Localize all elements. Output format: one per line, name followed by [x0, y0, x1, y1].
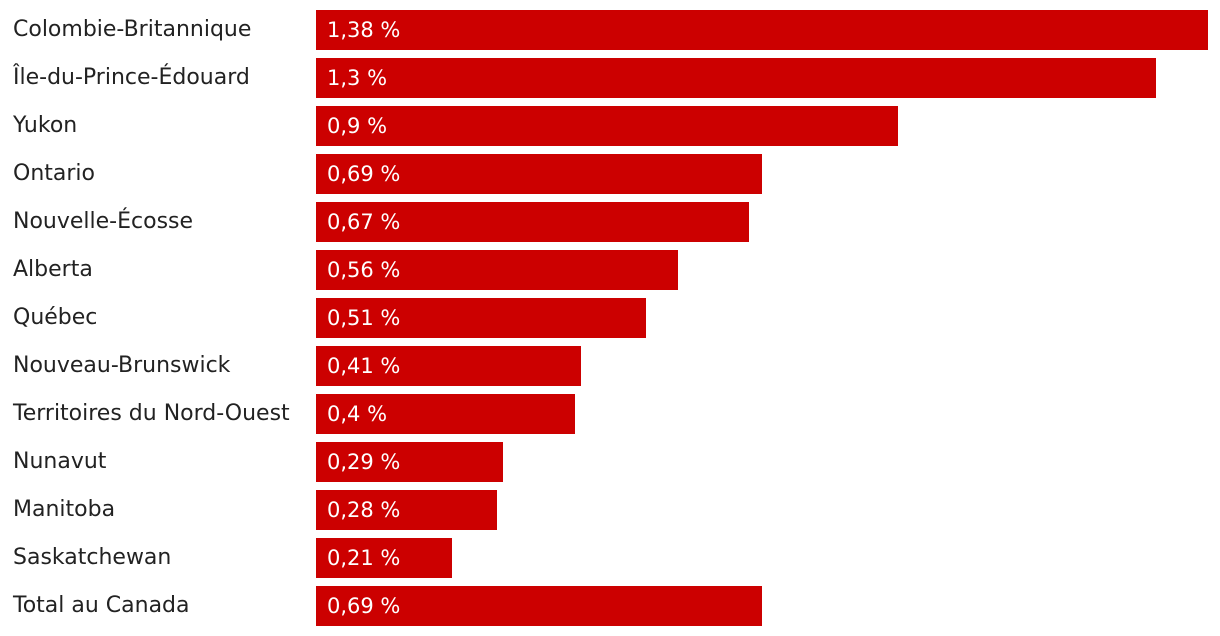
- category-label: Colombie-Britannique: [13, 17, 252, 42]
- bar: [316, 442, 503, 482]
- bar: [316, 10, 1208, 50]
- category-label: Nunavut: [13, 449, 107, 474]
- bar: [316, 586, 762, 626]
- bar: [316, 58, 1156, 98]
- value-label: 0,67 %: [327, 210, 401, 234]
- category-label: Territoires du Nord-Ouest: [13, 401, 290, 426]
- value-label: 0,41 %: [327, 354, 401, 378]
- bar: [316, 106, 898, 146]
- value-label: 0,56 %: [327, 258, 401, 282]
- value-label: 0,69 %: [327, 162, 401, 186]
- bar: [316, 202, 749, 242]
- value-label: 1,3 %: [327, 66, 388, 90]
- category-label: Île-du-Prince-Édouard: [13, 65, 250, 90]
- value-label: 0,69 %: [327, 594, 401, 618]
- category-label: Manitoba: [13, 497, 116, 522]
- bar: [316, 394, 575, 434]
- value-label: 0,29 %: [327, 450, 401, 474]
- bar: [316, 346, 581, 386]
- category-label: Total au Canada: [13, 593, 190, 618]
- category-label: Nouveau-Brunswick: [13, 353, 231, 378]
- bar: [316, 490, 497, 530]
- category-label: Québec: [13, 305, 98, 330]
- value-label: 1,38 %: [327, 18, 401, 42]
- bar: [316, 154, 762, 194]
- value-label: 0,51 %: [327, 306, 401, 330]
- value-label: 0,21 %: [327, 546, 401, 570]
- category-label: Yukon: [13, 113, 78, 138]
- value-label: 0,28 %: [327, 498, 401, 522]
- bar: [316, 250, 678, 290]
- category-label: Ontario: [13, 161, 95, 186]
- category-label: Alberta: [13, 257, 93, 282]
- value-label: 0,9 %: [327, 114, 388, 138]
- bar: [316, 298, 646, 338]
- category-label: Saskatchewan: [13, 545, 172, 570]
- bar: [316, 538, 452, 578]
- value-label: 0,4 %: [327, 402, 388, 426]
- category-label: Nouvelle-Écosse: [13, 209, 194, 234]
